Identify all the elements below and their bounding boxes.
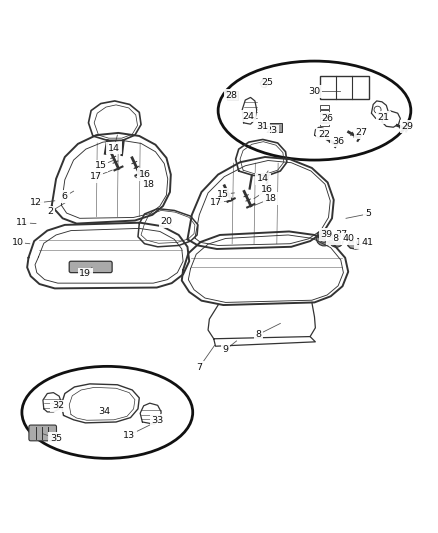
Text: 17: 17 (89, 172, 102, 181)
Text: 36: 36 (332, 137, 344, 146)
Bar (320, 106, 329, 109)
Text: 16: 16 (261, 185, 273, 195)
Bar (320, 118, 329, 122)
Text: 8: 8 (255, 330, 261, 339)
Text: 10: 10 (11, 238, 24, 247)
Text: 29: 29 (401, 122, 413, 131)
Text: 9: 9 (223, 345, 229, 354)
Text: 33: 33 (152, 416, 164, 425)
Text: 28: 28 (225, 91, 237, 100)
Text: 20: 20 (160, 217, 173, 227)
Text: 13: 13 (123, 431, 135, 440)
Bar (320, 123, 329, 126)
Text: 23: 23 (265, 126, 278, 135)
Text: 17: 17 (210, 198, 223, 207)
Bar (320, 110, 329, 113)
Circle shape (329, 233, 343, 247)
Text: 39: 39 (320, 230, 332, 239)
FancyBboxPatch shape (29, 425, 57, 441)
Text: 37: 37 (336, 230, 348, 239)
Polygon shape (348, 241, 361, 249)
Text: 22: 22 (318, 130, 330, 139)
Text: 5: 5 (365, 209, 371, 219)
Text: 18: 18 (143, 180, 155, 189)
Text: 16: 16 (138, 170, 151, 179)
Circle shape (316, 230, 332, 246)
Text: 6: 6 (62, 192, 68, 201)
Text: 40: 40 (342, 235, 354, 244)
Bar (320, 76, 369, 99)
Text: 27: 27 (355, 128, 367, 137)
Text: 32: 32 (52, 401, 64, 410)
Circle shape (320, 233, 328, 243)
Text: 1: 1 (356, 238, 362, 247)
Text: 2: 2 (47, 207, 53, 216)
Text: 41: 41 (361, 238, 373, 247)
Text: 14: 14 (108, 144, 120, 153)
FancyBboxPatch shape (69, 261, 112, 273)
Text: 26: 26 (321, 114, 334, 123)
Text: 19: 19 (79, 270, 92, 278)
Text: 15: 15 (95, 161, 107, 170)
Bar (269, 123, 282, 132)
Text: 15: 15 (217, 190, 230, 199)
Text: 25: 25 (261, 78, 273, 87)
Bar (227, 91, 238, 100)
Bar (320, 114, 329, 118)
Text: 12: 12 (30, 198, 42, 207)
Text: 24: 24 (243, 112, 255, 121)
Text: 11: 11 (16, 218, 28, 227)
Text: 35: 35 (50, 434, 62, 443)
Text: 18: 18 (265, 194, 277, 203)
Text: 21: 21 (377, 113, 389, 122)
Bar (258, 123, 265, 127)
Text: 14: 14 (257, 174, 269, 183)
Text: 7: 7 (196, 363, 202, 372)
Text: 30: 30 (308, 87, 321, 96)
Text: 34: 34 (98, 407, 110, 416)
Circle shape (333, 237, 340, 244)
Text: 31: 31 (256, 122, 268, 131)
Text: 38: 38 (328, 235, 340, 244)
